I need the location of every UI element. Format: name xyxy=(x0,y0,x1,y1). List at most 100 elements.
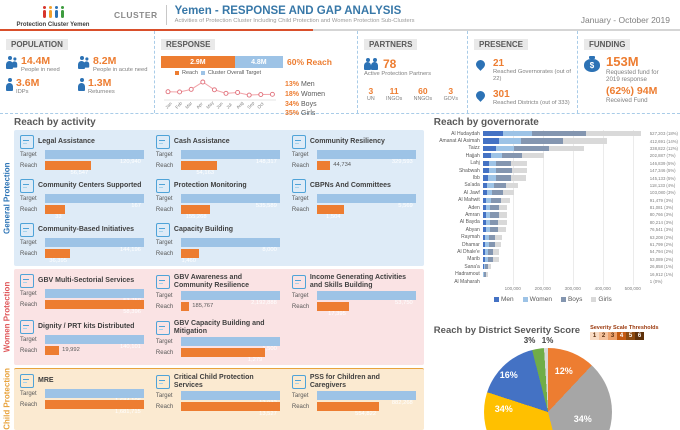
governorate-axis: 100,000 200,000 300,000 400,000 500,000 xyxy=(428,286,678,293)
governorate-name: Sa'ada xyxy=(464,182,480,189)
reach-value: 13,527 xyxy=(259,411,277,418)
target-value: 329,593 xyxy=(391,159,413,165)
target-value: 144,196 xyxy=(119,247,141,253)
severity-scale-1: 1 xyxy=(590,332,600,341)
bar-segment-men xyxy=(482,212,486,218)
bar-segment-women xyxy=(498,138,522,144)
bar-segment-women xyxy=(485,241,489,248)
funding-body: 153M Requested fund for 2019 response (6… xyxy=(584,55,674,105)
month-label: Jan xyxy=(164,101,173,110)
bar-segment-men xyxy=(482,145,496,152)
population-item: 1.3M Returnees xyxy=(78,78,148,96)
target-legend-label: Cluster Overall Target xyxy=(207,70,261,76)
governorate-value: 103,080 (3%) xyxy=(649,190,676,196)
reach-value: 1,681,715 xyxy=(114,409,141,416)
activity-card: Legal Assistance Target 120,940 Reach 56,547 xyxy=(20,135,144,176)
bar-segment-women xyxy=(486,190,493,196)
presence-section: PRESENCE 21 Reached Governorates (out of… xyxy=(468,31,578,113)
bar-segment-men xyxy=(482,271,484,277)
received-fund-desc: Received Fund xyxy=(606,97,648,105)
person-figure-icon xyxy=(42,5,46,18)
target-bar: 120,940 xyxy=(45,150,144,165)
month-label: Sep xyxy=(245,100,255,110)
demographic-item: 18% Women xyxy=(285,90,325,100)
target-segment: 4.8M xyxy=(234,56,283,68)
governorate-row: Marib 53,089 (2%) xyxy=(428,256,678,263)
reach-label: Reach xyxy=(20,401,38,408)
partner-type-label: UN xyxy=(367,95,375,102)
target-label: Target xyxy=(20,290,37,297)
gbv-awareness-icon xyxy=(155,275,170,290)
districts-count: 301 xyxy=(493,88,510,100)
bar-segment-girls xyxy=(500,197,511,203)
population-grid: 14.4M People in need 8.2M People in acute n… xyxy=(6,56,148,96)
legend-label: Boys xyxy=(567,296,583,304)
target-bar: 1,684,106 xyxy=(45,389,144,404)
bar-segment-girls xyxy=(498,205,508,211)
reach-value: 1,504 xyxy=(326,214,341,220)
governorate-value: 53,089 (2%) xyxy=(649,256,674,262)
activity-group: General Protection Legal Assistance Target… xyxy=(0,130,424,266)
bar-segment-boys xyxy=(521,138,564,144)
group-label: General Protection xyxy=(2,162,12,234)
bar-segment-women xyxy=(488,175,497,181)
target-label: Target xyxy=(155,195,173,202)
severity-header: Reach by District Severity Score Severit… xyxy=(428,325,678,341)
bar-segment-men xyxy=(482,241,486,248)
governorate-name: Lahj xyxy=(470,160,480,167)
demographic-pct: 13% xyxy=(285,81,300,88)
child-protection-services-icon xyxy=(155,375,170,390)
trend-month-labels: Jan Feb Mar Apr May Jun Jul Aug Sep Oct xyxy=(161,100,279,110)
partners-count: 78 xyxy=(383,57,397,71)
gridline xyxy=(512,130,514,286)
bar-segment-girls xyxy=(505,182,519,189)
axis-tick: 300,000 xyxy=(564,286,581,292)
legend-swatch xyxy=(494,297,500,303)
governorate-name: Shabwah xyxy=(458,167,480,174)
axis-tick: 200,000 xyxy=(534,286,551,292)
governorate-row: Al Mahwit 91,479 (3%) xyxy=(428,197,678,204)
person-figure-icon xyxy=(60,5,64,18)
reach-bar: 36,395 xyxy=(45,249,70,264)
community-centers-icon xyxy=(20,179,34,193)
governorate-row: Sana'a 26,858 (1%) xyxy=(428,263,678,270)
bar-segment-boys xyxy=(487,256,494,262)
bar-segment-boys xyxy=(485,264,489,270)
person-glyph xyxy=(6,56,13,69)
bar-segment-boys xyxy=(496,168,512,174)
legend-label: Girls xyxy=(598,296,612,304)
target-bar: 2,192,888 xyxy=(180,291,280,306)
group-label: Child Protection xyxy=(2,368,12,430)
pss-icon xyxy=(291,375,306,390)
page-title: Yemen - RESPONSE AND GAP ANALYSIS xyxy=(174,5,402,18)
target-bar: 140,101 xyxy=(45,335,144,350)
bar-segment-men xyxy=(482,234,486,240)
logo-figures-icon xyxy=(42,5,64,18)
governorate-row: Al Bayda 80,214 (3%) xyxy=(428,219,678,226)
income-generating-icon xyxy=(291,275,306,290)
governorate-value: 54,794 (2%) xyxy=(649,249,674,255)
cash-assistance-icon xyxy=(155,135,170,149)
target-bar: 329,593 xyxy=(316,150,416,165)
gridline xyxy=(602,130,604,286)
partner-type-label: INGOs xyxy=(386,95,403,102)
partner-type-count: 3 xyxy=(448,85,454,96)
partner-type: 3 UN xyxy=(367,86,375,102)
reach-label: Reach xyxy=(291,206,310,213)
severity-scale-3: 3 xyxy=(608,332,618,341)
bar-segment-boys xyxy=(496,175,512,181)
reach-value: 17,395 xyxy=(328,311,346,318)
population-item: 14.4M People in need xyxy=(6,56,76,74)
severity-scale-6: 6 xyxy=(635,332,645,341)
bar-segment-women xyxy=(485,205,491,211)
reach-bar: 54,163 xyxy=(180,161,218,176)
target-bar: 5,569 xyxy=(316,194,416,209)
response-body: Jan Feb Mar Apr May Jun Jul Aug Sep Oct 13% Men 18%… xyxy=(161,77,351,119)
reach-bar: 1,279 xyxy=(180,348,266,363)
response-trend: Jan Feb Mar Apr May Jun Jul Aug Sep Oct xyxy=(161,77,279,119)
page-subtitle: Activities of Protection Cluster Includi… xyxy=(174,17,415,24)
population-section: POPULATION 14.4M People in need 8.2M People… xyxy=(0,31,155,113)
governorate-row: Al Jawf 103,080 (3%) xyxy=(428,189,678,196)
